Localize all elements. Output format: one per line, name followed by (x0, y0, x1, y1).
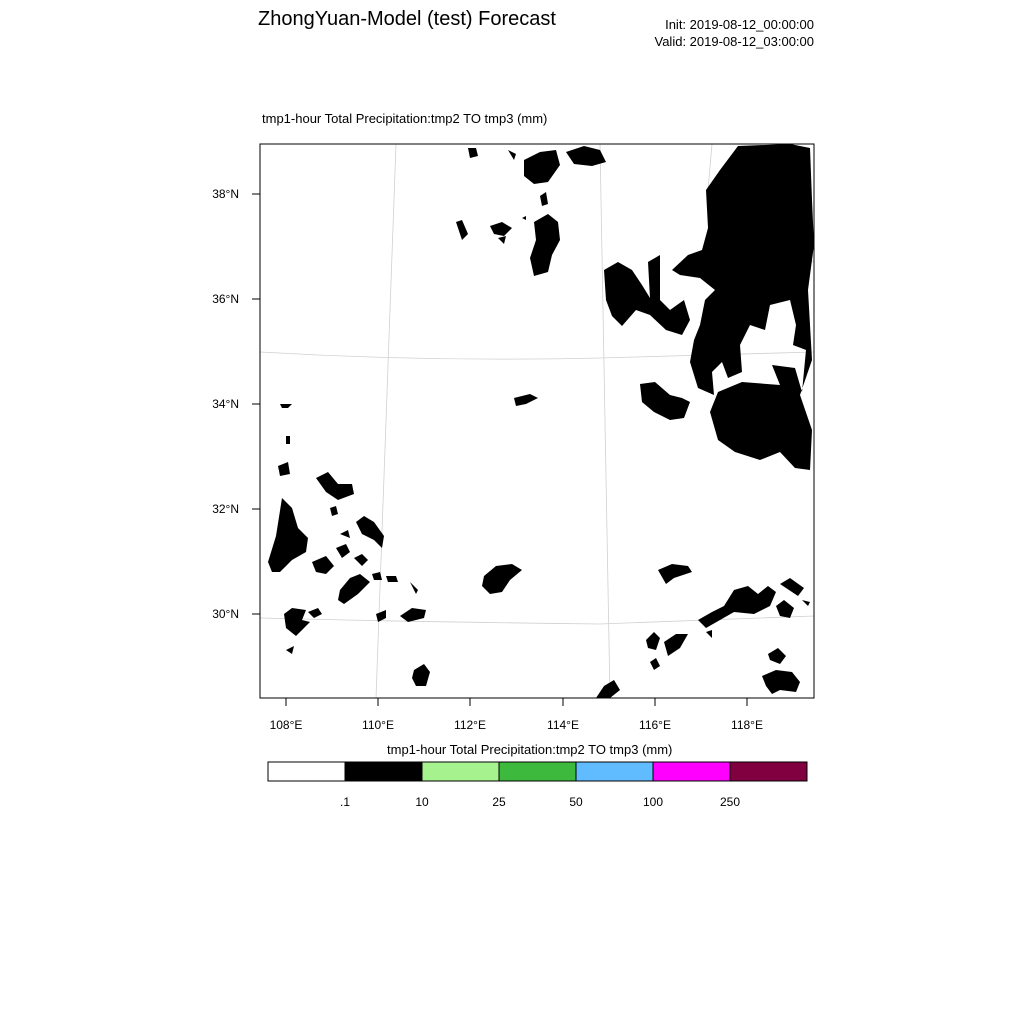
legend-swatch (344, 761, 423, 782)
lon-tick-label: 114°E (547, 718, 579, 732)
legend-label: 100 (643, 795, 663, 809)
page-title: ZhongYuan-Model (test) Forecast (258, 8, 556, 30)
lon-tick-label: 116°E (639, 718, 671, 732)
lat-tick-label: 36°N (212, 292, 239, 306)
precip-areas (268, 144, 814, 698)
valid-time: Valid: 2019-08-12_03:00:00 (654, 34, 815, 49)
map-frame (259, 143, 815, 699)
legend-swatch (267, 761, 346, 782)
lat-tick-label: 32°N (212, 502, 239, 516)
legend-label: 25 (492, 795, 506, 809)
legend-label: 10 (415, 795, 429, 809)
lon-tick-label: 108°E (270, 718, 303, 732)
legend-colorbar: .1 10 25 50 100 250 (267, 761, 808, 809)
legend-label: 50 (569, 795, 583, 809)
lon-tick-label: 118°E (731, 718, 763, 732)
lon-tick-label: 110°E (362, 718, 394, 732)
legend-swatch (498, 761, 577, 782)
lat-ticks (252, 193, 260, 615)
legend-swatch (421, 761, 500, 782)
init-time: Init: 2019-08-12_00:00:00 (665, 17, 814, 32)
lon-tick-label: 112°E (454, 718, 486, 732)
legend-label: .1 (340, 795, 350, 809)
lat-tick-label: 30°N (212, 607, 239, 621)
precip-fill (268, 144, 814, 698)
lon-ticks (285, 698, 748, 706)
legend-title: tmp1-hour Total Precipitation:tmp2 TO tm… (387, 742, 673, 757)
plot-title: tmp1-hour Total Precipitation:tmp2 TO tm… (262, 111, 548, 126)
legend-swatch (575, 761, 654, 782)
legend-label: 250 (720, 795, 740, 809)
legend-swatch (729, 761, 808, 782)
lat-tick-label: 34°N (212, 397, 239, 411)
legend-swatch (652, 761, 731, 782)
lat-tick-label: 38°N (212, 187, 239, 201)
